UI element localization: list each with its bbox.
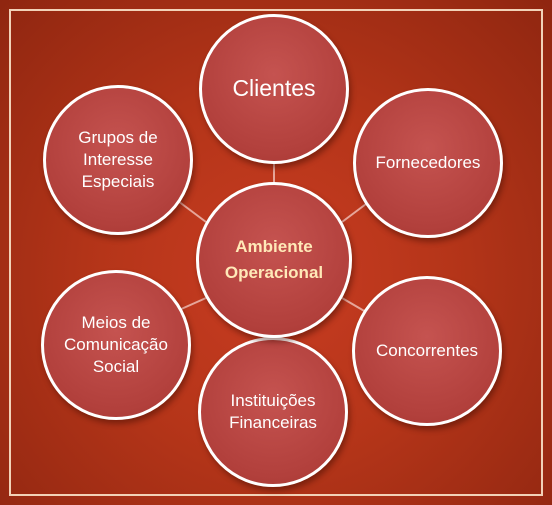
- node-center-ambiente-operacional: Ambiente Operacional: [196, 182, 352, 338]
- node-instituicoes: Instituições Financeiras: [198, 337, 348, 487]
- node-label-concorrentes: Concorrentes: [375, 340, 479, 360]
- connector-concorrentes: [341, 297, 367, 313]
- connector-fornecedores: [341, 203, 367, 223]
- node-label-fornecedores: Fornecedores: [375, 152, 481, 172]
- node-label-instituicoes: Instituições Financeiras: [229, 390, 317, 432]
- node-grupos: Grupos de Interesse Especiais: [43, 85, 193, 235]
- node-label-grupos: Grupos de Interesse Especiais: [78, 127, 158, 192]
- node-clientes: Clientes: [199, 14, 349, 164]
- node-label-meios: Meios de Comunicação Social: [64, 312, 168, 377]
- node-label-clientes: Clientes: [232, 75, 316, 102]
- node-fornecedores: Fornecedores: [353, 88, 503, 238]
- node-concorrentes: Concorrentes: [352, 276, 502, 426]
- diagram-frame: [9, 9, 543, 496]
- center-label: Ambiente Operacional: [224, 236, 324, 282]
- node-meios: Meios de Comunicação Social: [41, 270, 191, 420]
